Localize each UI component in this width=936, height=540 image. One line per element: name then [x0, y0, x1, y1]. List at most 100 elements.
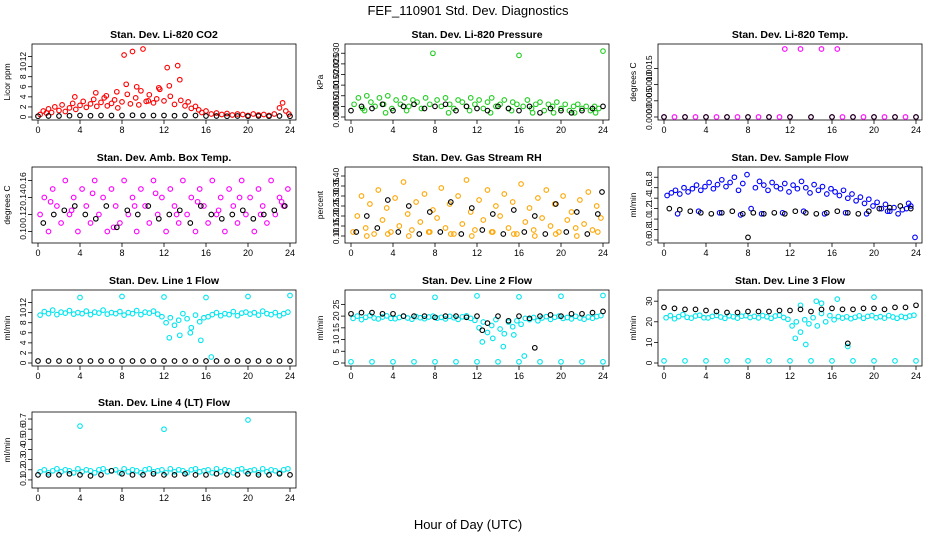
y-tick-label: 0.10 [18, 223, 28, 240]
data-point [135, 102, 142, 108]
data-point [913, 114, 919, 120]
data-point [213, 358, 220, 364]
y-tick-label: 0.0015 [644, 55, 654, 81]
data-point [432, 294, 438, 301]
y-tick-label: 0 [18, 114, 28, 119]
data-point [108, 358, 115, 364]
data-point [371, 231, 377, 237]
data-point [108, 100, 115, 107]
data-point [703, 358, 709, 364]
data-point [255, 469, 262, 476]
data-point [776, 114, 783, 120]
data-point [396, 223, 403, 229]
data-point [600, 292, 606, 299]
data-point [500, 343, 507, 350]
data-point [860, 305, 867, 312]
data-point [897, 203, 904, 209]
data-point [776, 307, 783, 314]
data-point [526, 205, 533, 211]
data-point [850, 358, 856, 364]
data-point [188, 194, 195, 201]
data-point [594, 229, 601, 235]
x-tick-label: 24 [598, 371, 608, 381]
data-point [35, 358, 41, 364]
data-point [90, 96, 97, 103]
data-point [514, 231, 520, 237]
y-tick-label: 0.35 [331, 177, 341, 194]
data-point [416, 231, 423, 237]
x-tick-label: 20 [869, 248, 879, 258]
data-point [760, 210, 767, 217]
data-point [83, 104, 90, 111]
data-point [66, 470, 73, 477]
data-point [537, 358, 543, 365]
y-axis-label: ml/min [315, 315, 325, 340]
data-point [589, 309, 596, 316]
data-point [354, 313, 361, 319]
chart-title: Stan. Dev. Amb. Box Temp. [97, 152, 232, 164]
x-tick-label: 16 [827, 125, 837, 135]
data-point [421, 313, 428, 319]
data-point [769, 179, 775, 186]
data-point [383, 205, 390, 211]
data-point [432, 358, 438, 365]
x-tick-label: 4 [390, 371, 395, 381]
data-point [535, 317, 541, 324]
data-point [203, 358, 209, 364]
data-point [208, 211, 215, 218]
data-point [442, 316, 449, 322]
data-point [692, 306, 699, 313]
chart-panel-4: Stan. Dev. Amb. Box Temp. 0 4 8 12 16 20 24 0.10… [2, 152, 297, 258]
data-point [374, 225, 381, 231]
data-point [718, 209, 725, 216]
data-point [599, 189, 605, 195]
data-point [600, 308, 606, 315]
data-point [287, 113, 293, 120]
data-point [808, 308, 814, 315]
data-point [755, 315, 762, 321]
data-point [468, 233, 475, 239]
data-point [787, 307, 793, 314]
x-tick-label: 4 [390, 248, 395, 258]
data-point [542, 231, 549, 237]
data-point [192, 312, 199, 318]
data-point [124, 207, 131, 214]
data-point [234, 111, 241, 117]
y-tick-label: 0.14 [18, 189, 28, 206]
data-point [132, 95, 139, 101]
data-point [92, 215, 99, 222]
data-point [474, 105, 480, 112]
data-point [484, 320, 491, 326]
data-point [682, 114, 688, 120]
data-point [264, 220, 270, 226]
data-point [418, 105, 425, 112]
data-point [276, 113, 283, 119]
plot-frame [31, 289, 297, 367]
data-point [197, 203, 204, 209]
data-point [430, 50, 436, 57]
data-point [197, 337, 204, 344]
x-tick-label: 20 [869, 371, 879, 381]
data-point [250, 111, 257, 117]
data-point [417, 219, 424, 225]
data-point [138, 311, 144, 318]
data-point [161, 112, 167, 119]
y-axis-label: ml/min [2, 437, 12, 462]
data-point [682, 358, 688, 364]
data-point [405, 233, 412, 239]
data-point [797, 46, 804, 52]
data-point [167, 465, 174, 472]
data-point [790, 182, 796, 188]
y-tick-label: 0.6 [18, 423, 28, 435]
data-point [913, 302, 919, 309]
data-point [384, 92, 391, 99]
data-point [187, 220, 194, 226]
data-point [140, 112, 146, 119]
data-point [593, 203, 600, 209]
data-point [563, 229, 570, 235]
data-point [161, 472, 167, 478]
data-point [840, 187, 847, 194]
data-point [152, 190, 159, 197]
x-tick-label: 8 [432, 371, 437, 381]
